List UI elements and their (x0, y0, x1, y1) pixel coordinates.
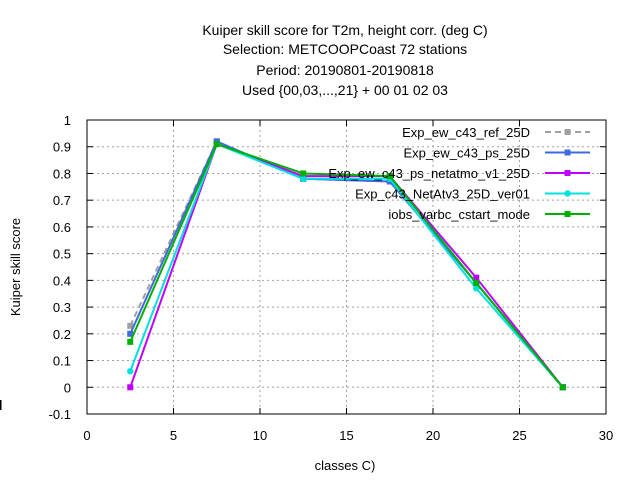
legend-label-2: Exp_ew_c43_ps_netatmo_v1_25D (328, 166, 530, 181)
y-tick-label-7: 0.6 (53, 220, 71, 235)
point-4-0 (127, 338, 134, 345)
title-line-4: Used {00,03,...,21} + 00 01 02 03 (242, 82, 448, 98)
point-4-5 (559, 384, 566, 391)
y-tick-label-6: 0.5 (53, 247, 71, 262)
legend-marker-3 (564, 190, 571, 197)
x-axis-label: classes C) (315, 458, 376, 473)
legend-marker-4 (564, 211, 571, 217)
series-line-3 (129, 143, 564, 388)
y-tick-label-2: 0.1 (53, 354, 71, 369)
point-4-2 (300, 170, 307, 177)
point-2-4 (473, 274, 480, 281)
y-tick-label-3: 0.2 (53, 327, 71, 342)
axis-ticks: 0 5 10 15 20 25 30 -0.1 0 0.1 0.2 0.3 0.4 0.5 0.6 0.7 0.… (49, 113, 614, 443)
point-1-0 (127, 330, 134, 337)
point-3-2 (300, 175, 307, 182)
y-axis-label: Kuiper skill score (8, 218, 23, 316)
y-tick-label-4: 0.3 (53, 300, 71, 315)
point-4-4 (473, 280, 480, 287)
legend-entry-3: Exp_c43_NetAtv3_25D_ver01 (355, 187, 590, 202)
legend-entry-4: iobs_varbc_cstart_mode (388, 207, 590, 222)
x-tick-label-2: 10 (253, 428, 267, 443)
legend-label-3: Exp_c43_NetAtv3_25D_ver01 (355, 187, 530, 202)
series-4 (127, 141, 566, 391)
x-tick-label-3: 15 (339, 428, 353, 443)
point-2-0 (127, 384, 134, 391)
point-3-0 (127, 368, 134, 375)
legend-marker-1 (564, 149, 571, 156)
legend-label-1: Exp_ew_c43_ps_25D (404, 146, 530, 161)
title-line-3: Period: 20190801-20190818 (256, 62, 434, 78)
series-line-4 (129, 143, 564, 388)
point-4-1 (213, 141, 220, 148)
legend: Exp_ew_c43_ref_25D Exp_ew_c43_ps_25D Exp_e… (328, 125, 590, 222)
legend-label-4: iobs_varbc_cstart_mode (388, 207, 530, 222)
title-line-1: Kuiper skill score for T2m, height corr.… (202, 22, 487, 38)
point-3-4 (473, 285, 480, 292)
title-line-2: Selection: METCOOPCoast 72 stations (223, 41, 467, 57)
legend-entry-0: Exp_ew_c43_ref_25D (402, 125, 590, 140)
point-4-3 (386, 173, 393, 180)
y-tick-label-0: -0.1 (49, 407, 71, 422)
y-tick-label-1: 0 (64, 380, 71, 395)
series-lines (127, 138, 566, 391)
x-tick-label-4: 20 (426, 428, 440, 443)
x-tick-label-6: 30 (599, 428, 613, 443)
legend-label-0: Exp_ew_c43_ref_25D (402, 125, 530, 140)
y-tick-label-10: 0.9 (53, 140, 71, 155)
point-0-0 (127, 322, 134, 329)
legend-entry-2: Exp_ew_c43_ps_netatmo_v1_25D (328, 166, 590, 181)
x-tick-label-0: 0 (83, 428, 90, 443)
y-tick-label-11: 1 (64, 113, 71, 128)
left-edge-mark (0, 400, 2, 410)
y-tick-label-9: 0.8 (53, 166, 71, 181)
y-tick-label-8: 0.7 (53, 193, 71, 208)
legend-marker-0 (564, 129, 571, 135)
y-tick-label-5: 0.4 (53, 273, 71, 288)
legend-marker-2 (564, 170, 571, 176)
grid (87, 120, 606, 414)
legend-entry-1: Exp_ew_c43_ps_25D (404, 146, 590, 161)
x-tick-label-5: 25 (512, 428, 526, 443)
chart-title: Kuiper skill score for T2m, height corr.… (202, 22, 487, 98)
x-tick-label-1: 5 (170, 428, 177, 443)
